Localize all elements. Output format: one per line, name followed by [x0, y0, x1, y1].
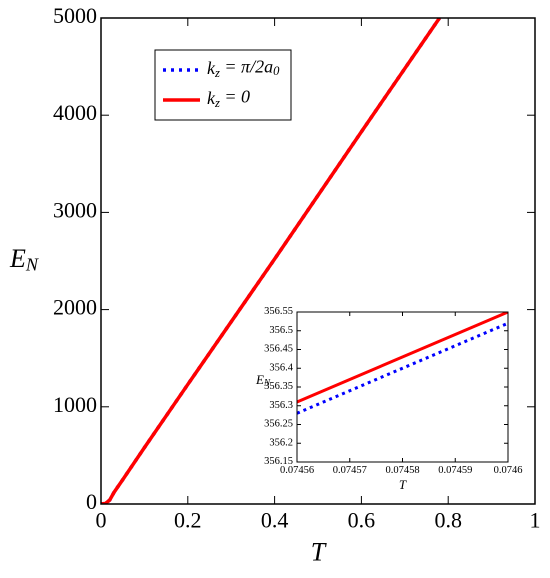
- y-tick-label: 356.35: [264, 381, 293, 392]
- y-tick-label: 2000: [53, 295, 97, 320]
- y-tick-label: 356.45: [264, 344, 293, 355]
- x-tick-label: 0.8: [434, 508, 462, 533]
- x-axis-label: T: [311, 538, 327, 567]
- x-axis-label: T: [399, 477, 407, 492]
- y-tick-label: 356.25: [264, 419, 293, 430]
- legend-label: kz = π/2a0: [207, 57, 280, 80]
- y-tick-label: 3000: [53, 197, 97, 222]
- data-line: [297, 312, 508, 404]
- legend-box: [154, 49, 292, 121]
- y-axis-label: EN: [9, 244, 39, 275]
- data-line: [101, 18, 441, 504]
- legend-label: kz = 0: [207, 87, 250, 110]
- y-tick-label: 5000: [53, 3, 97, 28]
- plot-frame: [296, 311, 509, 463]
- plot-frame: [100, 17, 536, 505]
- y-tick-label: 0: [86, 489, 97, 514]
- y-tick-label: 356.4: [269, 363, 293, 374]
- y-axis-label: EN: [255, 372, 271, 388]
- x-tick-label: 0.07457: [333, 465, 367, 476]
- y-tick-label: 356.2: [269, 438, 293, 449]
- x-tick-label: 0.07456: [280, 465, 314, 476]
- x-tick-label: 0.07459: [438, 465, 472, 476]
- x-tick-label: 0: [96, 508, 107, 533]
- y-tick-label: 356.3: [269, 400, 293, 411]
- y-tick-label: 356.5: [269, 325, 293, 336]
- y-tick-label: 1000: [53, 392, 97, 417]
- x-tick-label: 0.07458: [385, 465, 419, 476]
- x-tick-label: 0.2: [174, 508, 202, 533]
- x-tick-label: 1: [530, 508, 541, 533]
- x-tick-label: 0.6: [348, 508, 376, 533]
- x-tick-label: 0.0746: [494, 465, 523, 476]
- y-tick-label: 4000: [53, 100, 97, 125]
- y-tick-label: 356.15: [264, 456, 293, 467]
- y-tick-label: 356.55: [264, 306, 293, 317]
- x-tick-label: 0.4: [261, 508, 289, 533]
- data-line: [297, 321, 508, 415]
